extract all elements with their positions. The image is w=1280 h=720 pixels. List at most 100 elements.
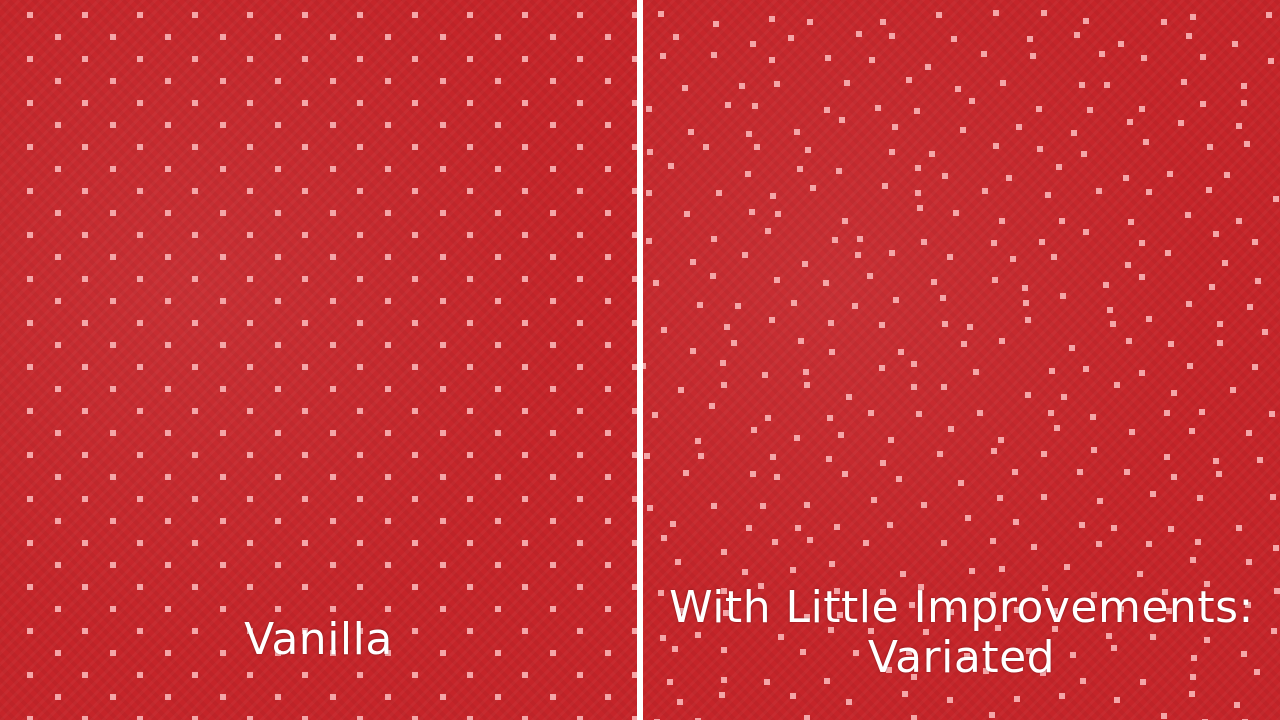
vanilla-dot [632,232,637,238]
vanilla-dot [330,166,336,172]
variated-dot [679,608,685,614]
variated-dot [1124,469,1130,475]
variated-dot [925,64,931,70]
vanilla-dot [522,452,528,458]
variated-dot [670,521,676,527]
vanilla-dot [220,562,226,568]
variated-dot [1025,317,1031,323]
vanilla-dot [440,122,446,128]
vanilla-dot [137,56,143,62]
variated-dot [1107,307,1113,313]
variated-dot [937,451,943,457]
vanilla-dot [55,122,61,128]
variated-dot [778,634,784,640]
vanilla-dot [412,12,418,18]
vanilla-dot [577,232,583,238]
variated-dot [855,252,861,258]
variated-dot [1039,239,1045,245]
vanilla-dot [27,496,33,502]
vanilla-dot [522,100,528,106]
vanilla-dot [275,650,281,656]
vanilla-dot [357,12,363,18]
variated-dot [1164,410,1170,416]
vanilla-dot [110,122,116,128]
vanilla-dot [577,364,583,370]
vanilla-dot [137,276,143,282]
variated-dot [1165,250,1171,256]
variated-dot [1213,458,1219,464]
vanilla-dot [165,430,171,436]
variated-dot [1161,19,1167,25]
vanilla-dot [27,540,33,546]
variated-dot [1236,525,1242,531]
variated-dot [739,83,745,89]
variated-dot [892,124,898,130]
variated-dot [804,614,810,620]
variated-dot [882,183,888,189]
variated-dot [942,321,948,327]
variated-dot [990,592,996,598]
variated-dot [1268,58,1274,64]
vanilla-dot [137,232,143,238]
variated-dot [906,649,912,655]
variated-dot [875,105,881,111]
vanilla-dot [330,78,336,84]
variated-dot [879,322,885,328]
variated-dot [1168,526,1174,532]
vanilla-dot [412,144,418,150]
variated-dot [1187,363,1193,369]
vanilla-dot [440,34,446,40]
variated-dot [900,571,906,577]
vanilla-dot [137,628,143,634]
variated-dot [1241,100,1247,106]
vanilla-dot [330,34,336,40]
variated-dot [1118,606,1124,612]
vanilla-dot [192,452,198,458]
variated-dot [911,674,917,680]
vanilla-dot [330,122,336,128]
variated-dot [764,679,770,685]
variated-dot [760,503,766,509]
vanilla-dot [192,408,198,414]
vanilla-dot [82,188,88,194]
vanilla-dot [275,606,281,612]
vanilla-dot [330,518,336,524]
vanilla-dot [302,408,308,414]
vanilla-dot-pattern [27,12,637,720]
variated-dot [1083,18,1089,24]
variated-dot [1217,340,1223,346]
vanilla-dot [330,342,336,348]
vanilla-dot [467,12,473,18]
variated-dot [750,471,756,477]
vanilla-dot [495,562,501,568]
variated-dot [1042,585,1048,591]
variated-dot [798,338,804,344]
variated-dot [805,147,811,153]
vanilla-dot [467,540,473,546]
vanilla-dot [275,298,281,304]
variated-dot [758,583,764,589]
variated-dot [795,525,801,531]
variated-dot [1099,51,1105,57]
vanilla-dot [192,232,198,238]
variated-dot [1010,256,1016,262]
variated-dot [658,590,664,596]
variated-dot [990,538,996,544]
variated-dot [1114,697,1120,703]
variated-dot [1049,368,1055,374]
vanilla-dot [55,562,61,568]
variated-dot [1164,454,1170,460]
vanilla-dot [495,694,501,700]
variated-dot [1091,592,1097,598]
variated-dot [889,33,895,39]
vanilla-dot [302,188,308,194]
vanilla-dot [357,100,363,106]
vanilla-dot [605,298,611,304]
variated-dot [658,11,664,17]
vanilla-dot [550,694,556,700]
variated-dot [769,57,775,63]
vanilla-dot [385,386,391,392]
variated-dot [1150,634,1156,640]
vanilla-dot [82,232,88,238]
vanilla-dot [82,56,88,62]
